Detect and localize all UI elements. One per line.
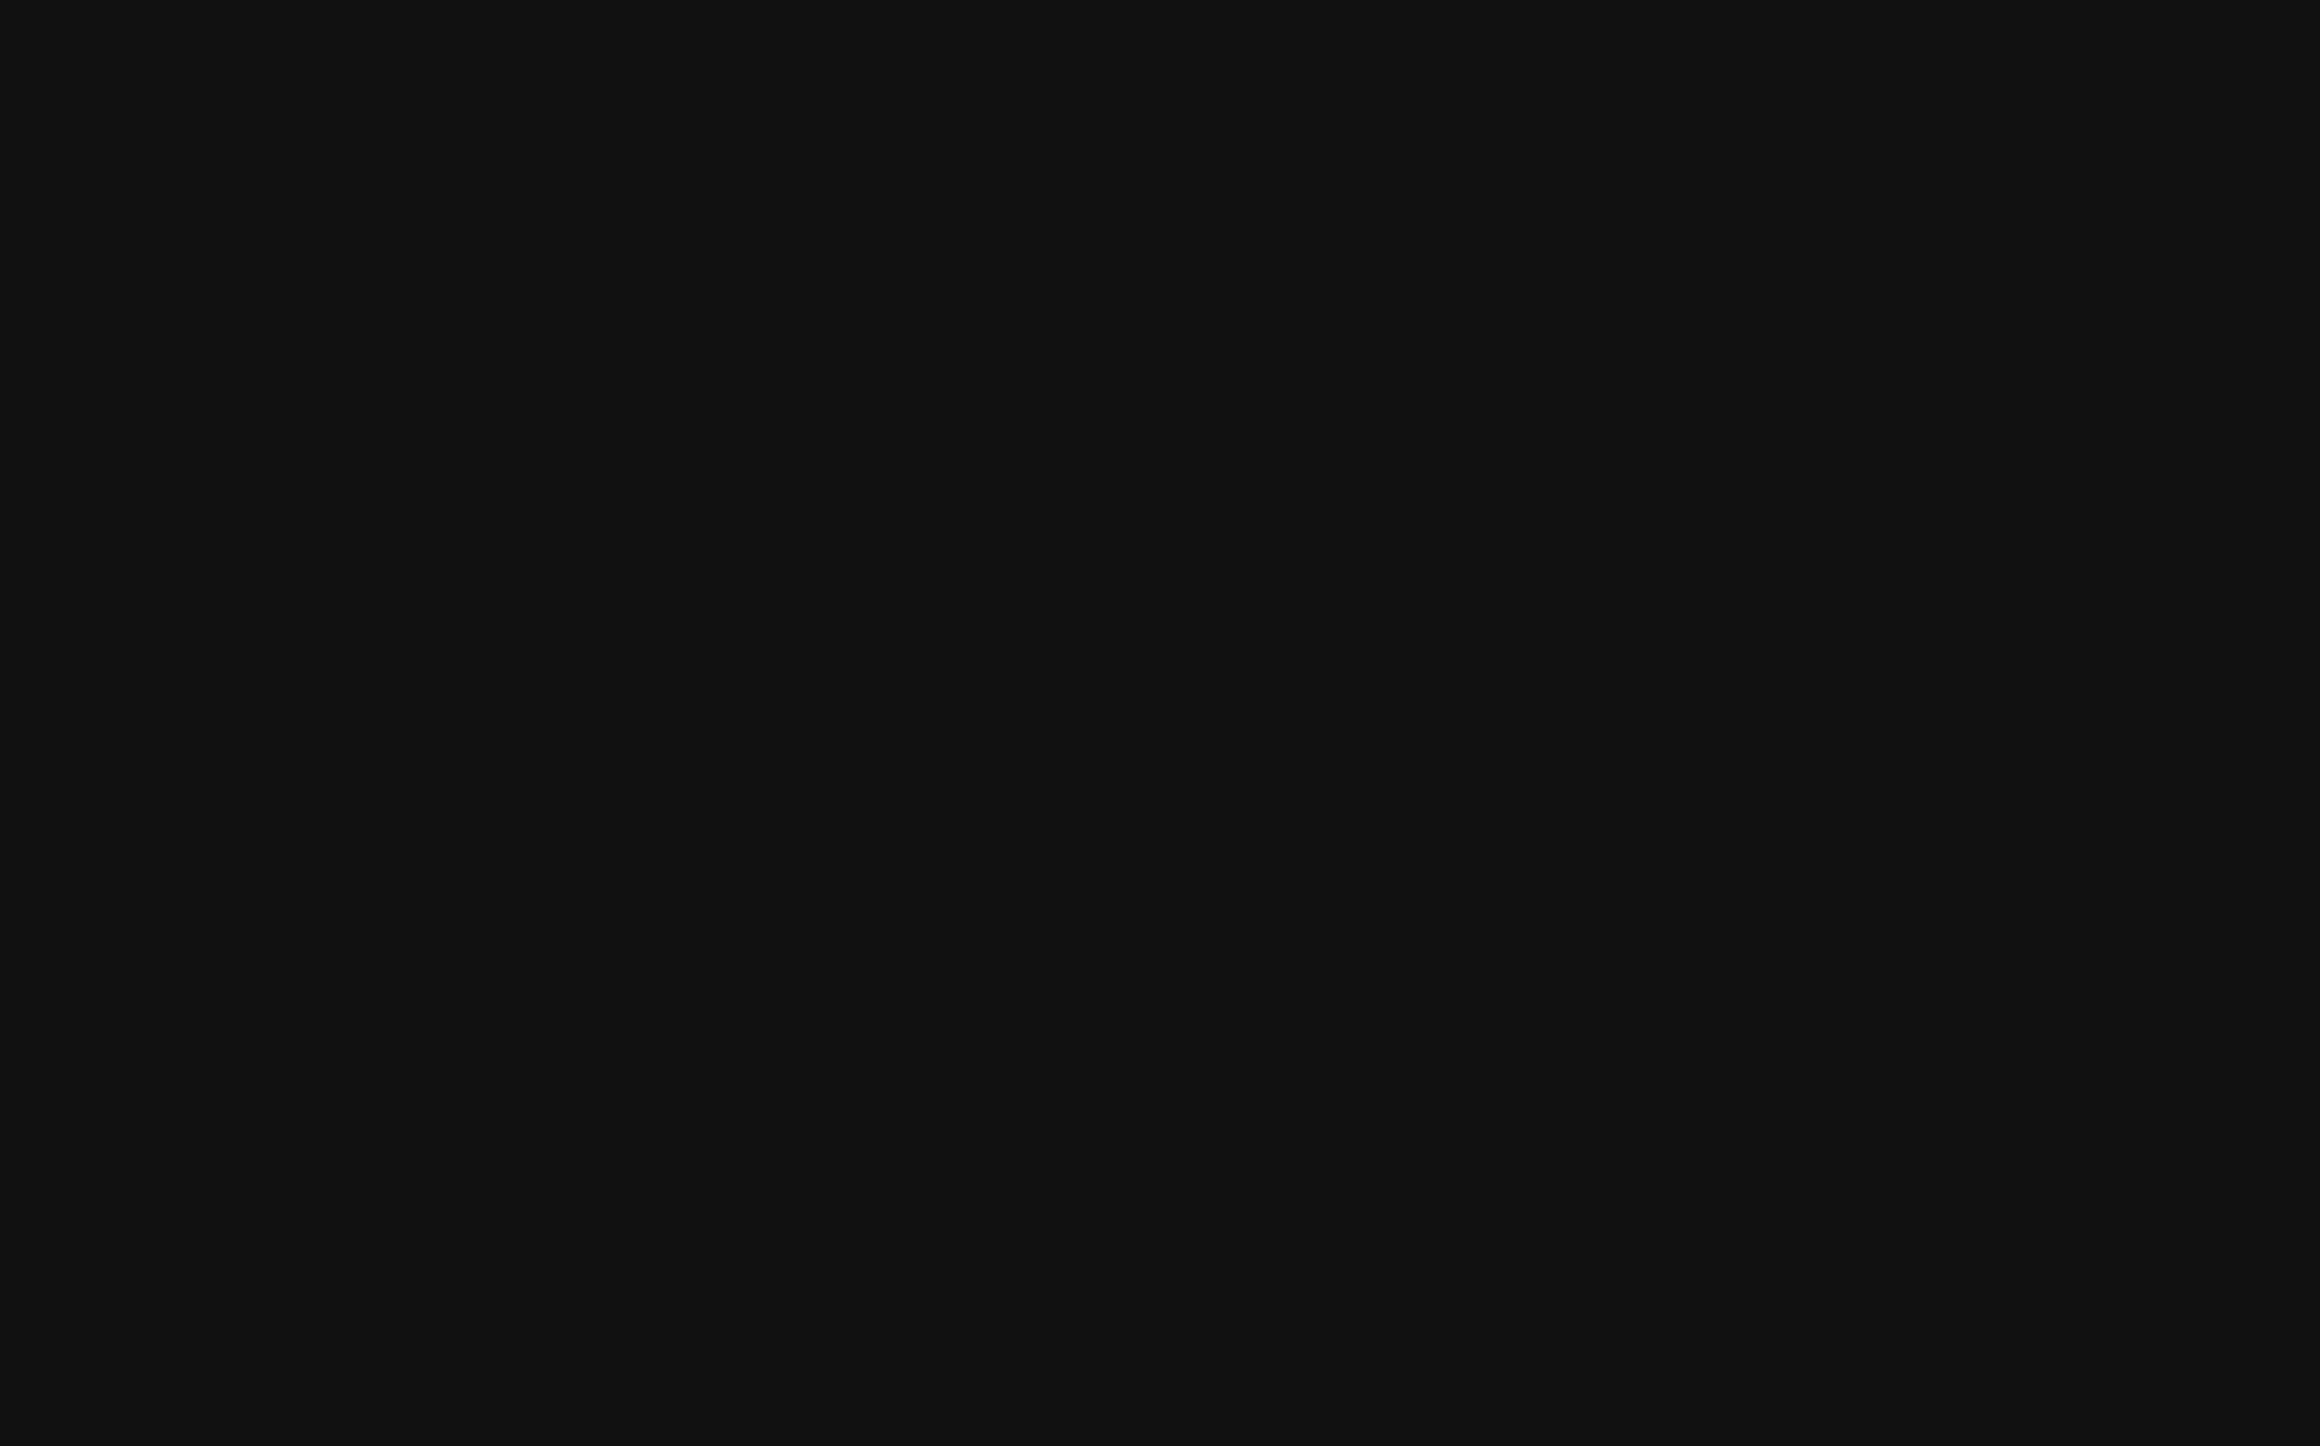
- page: (() => { const data = JSON.parse(documen…: [0, 0, 2320, 1446]
